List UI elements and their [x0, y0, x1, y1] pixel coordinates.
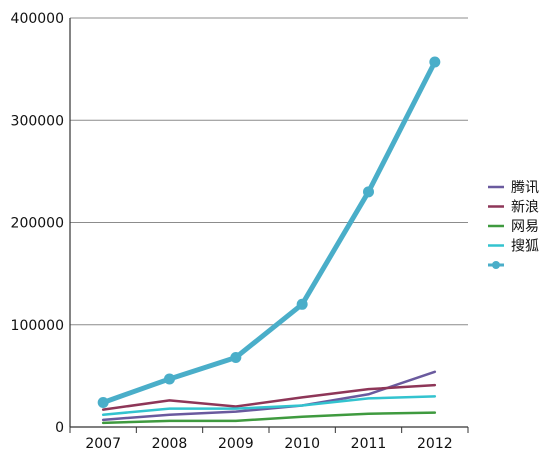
legend-marker: [492, 261, 500, 269]
data-point: [429, 56, 441, 68]
y-tick-label: 300000: [11, 113, 64, 129]
series-line-3: [101, 395, 437, 416]
y-tick-label: 400000: [11, 11, 64, 27]
data-point: [363, 186, 374, 198]
gridlines: [70, 17, 468, 326]
y-tick-label: 100000: [11, 318, 64, 334]
x-tick-label: 2009: [218, 436, 254, 452]
x-tick-label: 2007: [85, 436, 121, 452]
legend-label-3: 搜狐: [511, 239, 539, 255]
series-line-1: [101, 383, 437, 411]
series-line-2: [101, 411, 437, 425]
series-line-0: [101, 370, 437, 422]
legend-label-1: 新浪: [511, 200, 539, 216]
y-tick-label: 200000: [11, 216, 64, 232]
x-tick-label: 2010: [284, 436, 320, 452]
y-axis-ticks: 0 100000 200000 300000 400000: [11, 11, 64, 436]
x-tick-label: 2011: [351, 436, 387, 452]
data-point: [230, 351, 242, 363]
series-line-4: [100, 59, 438, 405]
x-axis-ticks: 2007 2008 2009 2010 2011 2012: [69, 427, 469, 452]
data-point: [97, 396, 109, 408]
series-lines: [97, 56, 441, 425]
y-tick-label: 0: [55, 420, 64, 436]
x-tick-label: 2012: [417, 436, 453, 452]
x-tick-label: 2008: [152, 436, 188, 452]
legend-label-2: 网易: [511, 219, 539, 235]
legend-label-0: 腾讯: [511, 179, 539, 196]
data-point: [164, 373, 175, 385]
data-point: [296, 298, 308, 310]
